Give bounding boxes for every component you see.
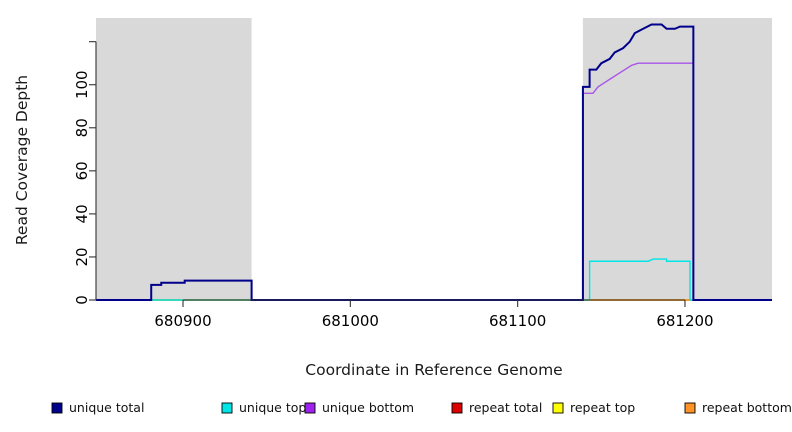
legend-label-repeat-bottom: repeat bottom [702, 400, 792, 415]
y-axis-tick-marks [89, 41, 96, 301]
legend-swatch-repeat-top [552, 402, 564, 414]
series-unique-total [96, 23, 772, 301]
y-tick-label: 60 [73, 161, 91, 180]
legend-label-unique-total: unique total [69, 400, 144, 415]
x-tick-label: 681100 [489, 312, 546, 330]
x-axis-tick-labels: 680900 681000 681100 681200 [154, 312, 713, 330]
y-tick-label: 20 [73, 247, 91, 266]
y-axis-title: Read Coverage Depth [13, 75, 31, 245]
chart-legend: unique total unique top unique bottom repea… [51, 400, 792, 415]
legend-label-unique-top: unique top [239, 400, 306, 415]
x-tick-label: 680900 [154, 312, 211, 330]
y-tick-label: 80 [73, 118, 91, 137]
legend-label-repeat-total: repeat total [469, 400, 542, 415]
legend-swatch-unique-bottom [304, 402, 316, 414]
y-axis-tick-labels: 0 20 40 60 80 100 [73, 70, 91, 304]
y-tick-label: 40 [73, 204, 91, 223]
shaded-regions-layer [96, 18, 772, 300]
legend-label-repeat-top: repeat top [570, 400, 635, 415]
legend-swatch-unique-top [221, 402, 233, 414]
shaded-region-left [96, 18, 252, 300]
x-tick-label: 681200 [656, 312, 713, 330]
legend-swatch-repeat-bottom [684, 402, 696, 414]
y-tick-label: 100 [73, 70, 91, 99]
legend-swatch-unique-total [51, 402, 63, 414]
shaded-region-right [582, 18, 772, 300]
x-axis-title: Coordinate in Reference Genome [305, 361, 562, 379]
x-axis-tick-marks [182, 300, 686, 307]
axes-layer: 0 20 40 60 80 100 680900 681000 681100 681200 [73, 41, 714, 330]
x-tick-label: 681000 [322, 312, 379, 330]
y-tick-label: 0 [73, 295, 91, 305]
legend-label-unique-bottom: unique bottom [322, 400, 414, 415]
legend-swatch-repeat-total [451, 402, 463, 414]
